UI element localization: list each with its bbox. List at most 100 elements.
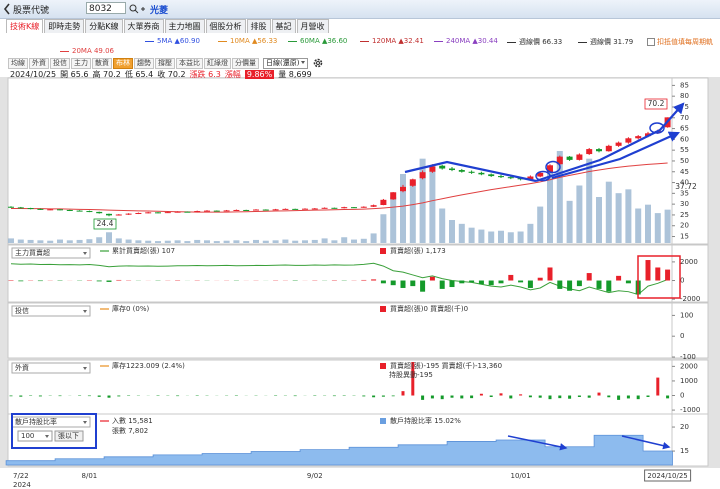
indicator-select-label: 散戶持股比率: [15, 417, 57, 426]
volume-bar: [253, 239, 259, 243]
top-bar: 股票代號 8032 光菱: [0, 0, 720, 19]
ma-label: 5MA ▲60.90: [157, 37, 200, 45]
volume-bar: [164, 240, 171, 243]
bar: [18, 280, 24, 282]
filter-control[interactable]: [17, 430, 53, 442]
bar: [606, 280, 612, 292]
bar: [586, 273, 592, 281]
y-tick-label: 75: [680, 103, 689, 111]
filter-label: 100: [21, 432, 34, 440]
candle-body: [47, 209, 54, 211]
tool-button[interactable]: 均線: [8, 57, 28, 69]
volume-bar: [37, 240, 44, 243]
bar: [429, 276, 435, 281]
volume-bar: [419, 158, 426, 243]
volume-bar: [194, 239, 201, 243]
ma-option[interactable]: 扣抵值填每周期軌: [647, 37, 713, 47]
tab[interactable]: 月營收: [296, 19, 329, 33]
ma-legend-item: 20MA 49.06: [60, 47, 114, 55]
tool-button[interactable]: 撐壓: [155, 57, 175, 69]
volume-bar: [302, 240, 308, 243]
volume-bar: [488, 231, 495, 243]
tab[interactable]: 排股: [246, 19, 271, 33]
tab[interactable]: 分點K線: [85, 19, 123, 33]
ma-legend-item: 60MA ▲36.60: [288, 37, 347, 45]
tab[interactable]: 主力地圖: [164, 19, 205, 33]
bar: [519, 394, 523, 396]
candle-body: [468, 171, 475, 173]
tab[interactable]: 技術K線: [6, 19, 44, 33]
volume-bar: [292, 240, 299, 243]
checkbox[interactable]: [647, 38, 655, 46]
candle-body: [96, 211, 103, 214]
tool-button[interactable]: 投信: [50, 57, 70, 69]
legend-swatch: [380, 418, 386, 424]
quote-item: 2024/10/25: [10, 70, 57, 79]
volume-bar: [204, 240, 210, 243]
y-tick-label: 70: [680, 114, 689, 122]
quote-item: 9.86%: [244, 70, 275, 79]
back-icon[interactable]: [2, 0, 12, 18]
candle-body: [321, 207, 328, 209]
bar: [430, 395, 434, 399]
bar: [117, 395, 121, 397]
bar: [587, 395, 591, 398]
period-select[interactable]: 日線(還原): [263, 57, 309, 69]
bar: [116, 279, 122, 281]
search-icon[interactable]: [128, 0, 146, 18]
legend-label: 買賣超(張)0 買賣超(千)0: [390, 304, 468, 313]
volume-bar: [576, 185, 583, 243]
ma-swatch: [288, 40, 297, 42]
code-input[interactable]: 8032: [86, 2, 126, 14]
bar: [508, 274, 514, 281]
bar: [361, 279, 367, 281]
tool-button[interactable]: 本益比: [176, 57, 203, 69]
y-tick-label: 20: [680, 423, 689, 431]
bar: [469, 280, 475, 283]
indicator-select[interactable]: [11, 247, 91, 259]
y-tick-label: 0: [680, 332, 684, 340]
tab[interactable]: 基記: [271, 19, 296, 33]
tool-button[interactable]: 散資: [92, 57, 112, 69]
tab[interactable]: 大單券商: [123, 19, 164, 33]
y-tick-label: 2000: [680, 362, 698, 370]
ma-swatch: [145, 40, 154, 42]
tool-button[interactable]: 外資: [29, 57, 49, 69]
volume-bar: [449, 220, 455, 243]
volume-bar: [596, 197, 602, 243]
x-tick-label: 7/22: [13, 472, 29, 480]
candle-body: [331, 207, 338, 209]
tool-button[interactable]: 紅綠燈: [204, 57, 231, 69]
bar: [87, 395, 91, 397]
bar: [567, 280, 573, 291]
tool-button[interactable]: 主力: [71, 57, 91, 69]
candle-body: [66, 209, 73, 211]
settings-icon[interactable]: [312, 57, 324, 69]
y-tick-label: 100: [680, 311, 693, 319]
ma-legend-item: 週線價 31.79: [578, 37, 633, 47]
tool-button[interactable]: 趨勢: [134, 57, 154, 69]
period-label: 日線(還原): [266, 58, 300, 67]
retail-ratio-area: [5, 434, 673, 466]
candle-body: [498, 176, 504, 178]
tab[interactable]: 即時走勢: [44, 19, 85, 33]
candle-body: [586, 149, 593, 155]
bar: [106, 280, 112, 282]
bar: [538, 395, 542, 398]
volume-bar: [106, 232, 112, 243]
filter-control[interactable]: [54, 430, 84, 442]
y-tick-label: 80: [680, 92, 689, 100]
candle-body: [341, 207, 348, 209]
y-tick-label: 30: [680, 200, 689, 208]
candle-body: [576, 154, 583, 160]
tool-button[interactable]: 分價量: [232, 57, 259, 69]
tab[interactable]: 個股分析: [205, 19, 246, 33]
bar: [597, 392, 601, 396]
candle-body: [135, 212, 142, 214]
indicator-select[interactable]: [11, 362, 91, 374]
ma-swatch: [434, 40, 443, 42]
indicator-select[interactable]: [11, 305, 91, 317]
tool-button[interactable]: 布林: [113, 57, 133, 69]
ma-legend-item: 120MA ▲32.41: [360, 37, 424, 45]
volume-bar: [223, 240, 230, 243]
